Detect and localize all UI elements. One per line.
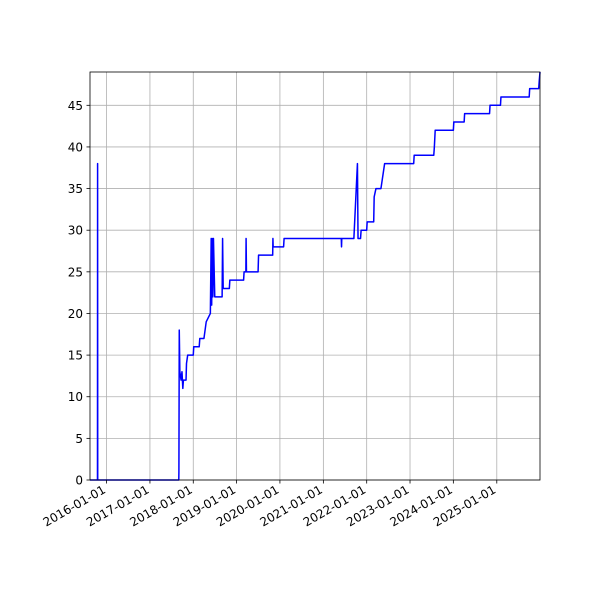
y-tick-label: 10: [68, 390, 83, 404]
y-axis: 0 5 10 15 20 25 30 35 40 45: [68, 99, 90, 488]
gridlines: [90, 72, 540, 481]
series-group: [90, 71, 541, 481]
y-tick-label: 20: [68, 307, 83, 321]
y-tick-label: 35: [68, 182, 83, 196]
y-tick-label: 30: [68, 224, 83, 238]
y-tick-label: 40: [68, 140, 83, 154]
plot-background: [90, 72, 540, 480]
x-axis: 2016-01-012017-01-012018-01-012019-01-01…: [41, 480, 498, 529]
y-tick-label: 25: [68, 265, 83, 279]
y-tick-label: 0: [75, 474, 83, 488]
series-line: [90, 71, 541, 481]
y-tick-label: 15: [68, 349, 83, 363]
y-tick-label: 45: [68, 99, 83, 113]
y-tick-label: 5: [75, 432, 83, 446]
plot-frame: [89, 71, 541, 481]
axes-frame: [89, 71, 541, 481]
